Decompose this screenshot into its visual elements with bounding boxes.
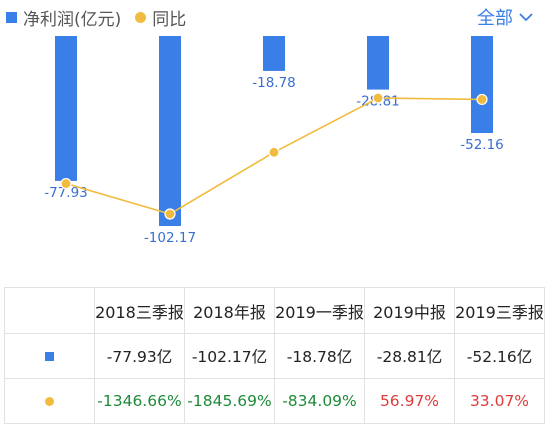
table-header-row: 2018三季报 2018年报 2019一季报 2019中报 2019三季报	[4, 287, 545, 334]
bar-label-0: -77.93	[44, 185, 88, 201]
bar-2	[263, 36, 285, 71]
yoy-point-3	[372, 92, 384, 104]
profit-chart: -77.93-102.17-18.78-28.81-52.16	[44, 36, 504, 246]
table-header: 2018年报	[184, 287, 275, 334]
bar-label-1: -102.17	[144, 230, 196, 246]
header-icon-cell	[4, 287, 95, 334]
data-table: 2018三季报 2018年报 2019一季报 2019中报 2019三季报 -7…	[4, 287, 545, 424]
table-cell: -1346.66%	[94, 378, 185, 424]
bar-3	[367, 36, 389, 90]
bar-legend-swatch	[6, 11, 17, 23]
yoy-point-4	[476, 93, 488, 106]
period-filter-dropdown[interactable]: 全部	[477, 4, 533, 30]
bar-label-2: -18.78	[252, 75, 296, 91]
line-legend-swatch	[135, 11, 147, 23]
yoy-point-0	[60, 177, 72, 190]
bar-1	[159, 36, 181, 226]
table-cell: 33.07%	[454, 378, 545, 424]
table-cell: -18.78亿	[274, 333, 365, 379]
chevron-down-icon	[519, 12, 533, 22]
yoy-point-1	[164, 208, 176, 220]
legend-net-profit: 净利润(亿元)	[23, 9, 122, 30]
table-header: 2019中报	[364, 287, 455, 334]
table-header: 2019三季报	[454, 287, 545, 334]
table-header: 2018三季报	[94, 287, 185, 334]
table-cell: -52.16亿	[454, 333, 545, 379]
table-cell: -1845.69%	[184, 378, 275, 424]
bar-4	[471, 36, 493, 133]
profit-row-icon	[4, 333, 95, 379]
yoy-point-2	[268, 146, 280, 158]
bar-0	[55, 36, 77, 181]
table-cell: 56.97%	[364, 378, 455, 424]
table-cell: -77.93亿	[94, 333, 185, 379]
table-row-yoy: -1346.66% -1845.69% -834.09% 56.97% 33.0…	[4, 378, 545, 424]
yoy-row-icon	[4, 378, 95, 424]
table-cell: -28.81亿	[364, 333, 455, 379]
table-header: 2019一季报	[274, 287, 365, 334]
bar-label-4: -52.16	[460, 137, 504, 153]
legend-yoy: 同比	[152, 9, 187, 30]
table-row-profit: -77.93亿 -102.17亿 -18.78亿 -28.81亿 -52.16亿	[4, 333, 545, 379]
chart-legend: 净利润(亿元) 同比	[6, 4, 186, 30]
table-cell: -834.09%	[274, 378, 365, 424]
table-cell: -102.17亿	[184, 333, 275, 379]
period-filter-label: 全部	[477, 8, 513, 29]
